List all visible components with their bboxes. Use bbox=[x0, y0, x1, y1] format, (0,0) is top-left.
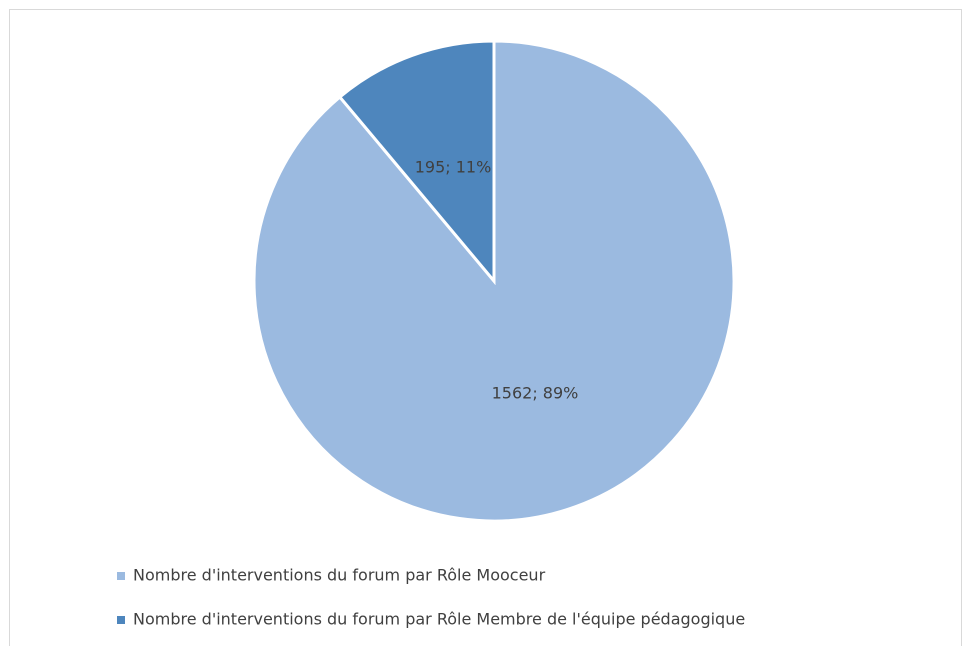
legend-swatch bbox=[117, 572, 125, 580]
pie-slice bbox=[337, 39, 496, 286]
legend-label: Nombre d'interventions du forum par Rôle… bbox=[133, 566, 546, 585]
legend-label: Nombre d'interventions du forum par Rôle… bbox=[133, 610, 745, 629]
data-label: 195; 11% bbox=[415, 158, 492, 177]
legend-swatch bbox=[117, 616, 125, 624]
data-label: 1562; 89% bbox=[492, 383, 579, 402]
